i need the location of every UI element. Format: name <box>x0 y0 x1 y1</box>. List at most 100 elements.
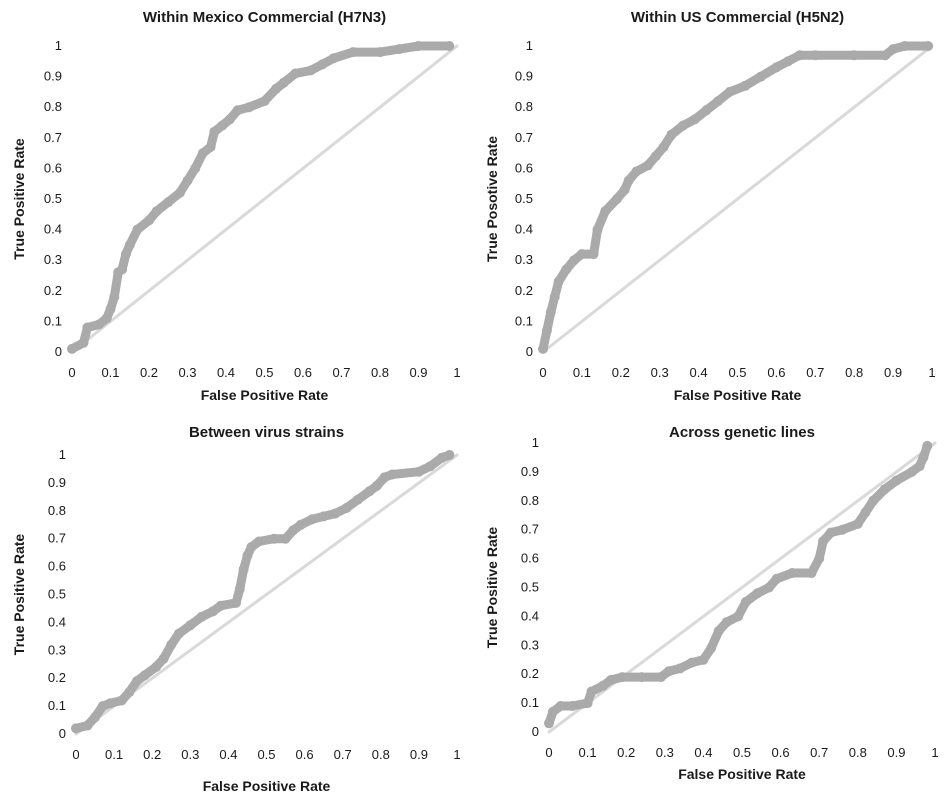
roc-point <box>880 50 891 61</box>
x-tick-label: 0.1 <box>105 747 123 762</box>
y-tick-label: 0.8 <box>48 503 66 518</box>
y-tick-label: 0.4 <box>48 614 66 629</box>
x-tick-label: 0 <box>539 365 546 380</box>
roc-point <box>825 527 836 538</box>
y-tick-label: 0 <box>532 724 539 739</box>
roc-point <box>124 687 135 698</box>
roc-point <box>166 639 177 650</box>
y-tick-label: 0.4 <box>521 608 539 623</box>
x-tick-label: 0.7 <box>332 365 350 380</box>
roc-point <box>288 525 299 536</box>
roc-point <box>173 628 184 639</box>
roc-point <box>341 503 352 513</box>
roc-point <box>82 720 93 731</box>
roc-point <box>444 450 455 460</box>
roc-point <box>764 582 774 593</box>
roc-point <box>740 596 751 607</box>
roc-point <box>205 142 216 152</box>
roc-point <box>837 524 848 535</box>
x-tick-label: 0.7 <box>334 747 352 762</box>
roc-curve-line <box>538 41 933 354</box>
roc-point <box>425 461 436 472</box>
roc-point <box>244 102 255 113</box>
x-tick-label: 0.3 <box>178 365 196 380</box>
roc-point <box>413 41 424 51</box>
x-tick-label: 0.6 <box>294 365 312 380</box>
roc-point <box>139 670 150 681</box>
x-tick-label: 0.9 <box>409 365 427 380</box>
roc-point <box>643 160 653 171</box>
roc-point <box>94 319 104 330</box>
roc-point <box>305 65 316 76</box>
roc-point <box>105 698 116 709</box>
roc-point <box>318 511 329 522</box>
roc-point <box>132 676 142 686</box>
roc-point <box>918 452 929 463</box>
roc-point <box>787 568 798 578</box>
roc-point <box>330 508 341 519</box>
roc-point <box>906 466 917 477</box>
roc-point <box>623 175 634 186</box>
roc-point <box>810 50 821 61</box>
roc-point <box>163 197 174 208</box>
y-tick-label: 0.8 <box>515 99 533 114</box>
roc-point <box>151 662 161 672</box>
x-tick-label: 0.1 <box>579 745 597 760</box>
x-tick-label: 0.5 <box>728 365 746 380</box>
y-tick-label: 0.7 <box>44 130 62 145</box>
roc-point <box>852 518 863 529</box>
roc-point <box>269 533 280 544</box>
roc-point <box>413 466 424 477</box>
roc-point <box>375 47 385 58</box>
roc-point <box>586 686 597 697</box>
y-tick-label: 0.2 <box>44 283 62 298</box>
chart-panel-us: Within US Commercial (H5N2) False Positiv… <box>473 0 946 405</box>
roc-point <box>151 206 162 217</box>
y-tick-label: 0.7 <box>48 531 66 546</box>
x-tick-label: 0.4 <box>219 747 237 762</box>
roc-point <box>899 41 910 51</box>
roc-point <box>317 59 328 70</box>
roc-point <box>348 47 359 58</box>
x-axis-label: False Positive Rate <box>201 387 329 403</box>
roc-point <box>372 480 382 491</box>
x-tick-label: 0.5 <box>255 365 273 380</box>
x-axis-label: False Positive Rate <box>678 766 806 782</box>
y-tick-label: 0.8 <box>44 99 62 114</box>
roc-point <box>879 484 890 495</box>
y-tick-label: 1 <box>526 38 533 53</box>
roc-point <box>174 187 185 198</box>
x-tick-label: 0.1 <box>573 365 591 380</box>
x-tick-label: 0.8 <box>845 365 863 380</box>
roc-point <box>567 701 578 711</box>
chance-diagonal-line <box>70 44 459 354</box>
y-tick-label: 0.5 <box>44 191 62 206</box>
y-tick-label: 0.2 <box>48 670 66 685</box>
roc-point <box>923 41 934 51</box>
roc-point <box>197 148 208 159</box>
y-tick-label: 0.1 <box>521 695 539 710</box>
roc-chart: Within Mexico Commercial (H7N3) False Pos… <box>11 9 461 403</box>
x-tick-label: 1 <box>453 747 460 762</box>
x-tick-label: 0.3 <box>656 745 674 760</box>
roc-point <box>290 68 301 79</box>
roc-point <box>592 224 603 235</box>
y-tick-label: 0 <box>59 726 66 741</box>
roc-point <box>549 291 560 302</box>
roc-point <box>547 706 558 717</box>
x-tick-label: 0.9 <box>884 365 902 380</box>
y-axis-label: True Positive Rate <box>11 138 27 260</box>
y-tick-label: 0.3 <box>515 252 533 267</box>
roc-point <box>721 617 732 628</box>
roc-point <box>724 86 735 97</box>
roc-point <box>120 249 131 260</box>
roc-point <box>617 672 628 683</box>
x-tick-label: 0 <box>72 747 79 762</box>
chart-title: Between virus strains <box>189 424 344 441</box>
chance-diagonal-line <box>74 453 459 736</box>
roc-point <box>553 276 564 287</box>
y-tick-label: 0.7 <box>515 130 533 145</box>
roc-point <box>636 672 647 683</box>
x-tick-label: 0.9 <box>410 747 428 762</box>
x-axis-label: False Positive Rate <box>203 778 331 794</box>
